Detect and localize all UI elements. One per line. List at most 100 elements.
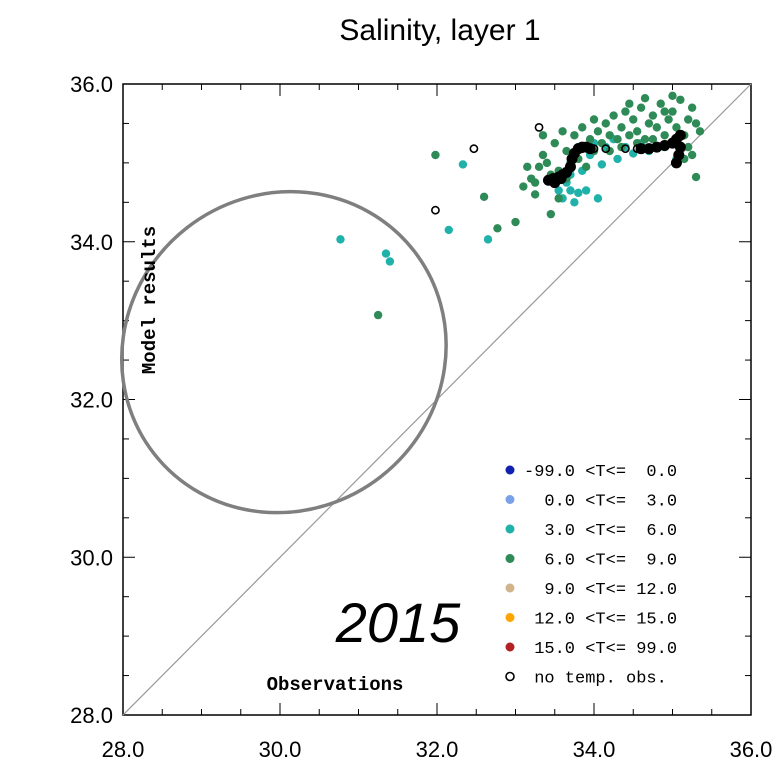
data-point (519, 182, 528, 191)
x-axis-label: Observations (267, 674, 404, 696)
data-point-open (589, 144, 599, 154)
data-point (562, 146, 571, 156)
data-point (648, 111, 658, 120)
data-point (538, 131, 548, 140)
data-point (695, 127, 705, 136)
data-point (530, 178, 540, 187)
data-point (493, 224, 502, 233)
data-point (617, 123, 626, 132)
year-annotation: 2015 (335, 591, 461, 654)
x-tick-label: 36.0 (730, 737, 773, 762)
data-point (664, 115, 673, 124)
data-point (691, 172, 701, 182)
data-point (585, 135, 595, 144)
data-point (625, 131, 634, 140)
data-point (479, 192, 489, 201)
data-point (691, 119, 701, 128)
data-point (530, 190, 540, 199)
data-point (597, 138, 607, 148)
legend-marker (505, 524, 515, 534)
legend-marker (505, 642, 515, 652)
data-point (601, 119, 610, 128)
x-tick-label: 32.0 (416, 737, 459, 762)
data-point (605, 131, 614, 140)
data-point-open (431, 205, 440, 215)
legend-marker (505, 583, 515, 593)
y-tick-label: 28.0 (70, 703, 113, 728)
data-point (458, 160, 468, 169)
y-tick-label: 32.0 (70, 388, 113, 413)
data-point (593, 194, 603, 203)
data-point (660, 131, 669, 140)
data-points (336, 91, 705, 320)
data-point (644, 119, 654, 128)
data-point (589, 115, 599, 124)
data-point (640, 93, 650, 103)
x-tick-label: 28.0 (102, 737, 145, 762)
data-point (570, 131, 579, 140)
overlay-shapes (119, 83, 752, 716)
axis-ticks (122, 83, 752, 716)
data-point (605, 146, 614, 156)
data-point (597, 160, 607, 169)
data-point (431, 150, 440, 160)
data-point-open (601, 144, 611, 154)
data-point (555, 173, 567, 185)
legend-label: 15.0 <T<= 99.0 (524, 640, 677, 659)
data-point (511, 217, 520, 227)
data-point (385, 257, 395, 266)
data-point (538, 150, 548, 160)
legend-label: 12.0 <T<= 15.0 (524, 611, 677, 630)
data-point (656, 99, 665, 108)
legend-marker (505, 495, 515, 504)
data-point (632, 127, 642, 136)
data-point (629, 115, 638, 124)
data-point (648, 135, 658, 144)
data-point (523, 162, 532, 172)
data-point (625, 99, 634, 108)
data-point (550, 138, 559, 148)
legend-label: 9.0 <T<= 12.0 (524, 581, 677, 600)
y-tick-label: 30.0 (70, 545, 113, 570)
data-point (609, 111, 618, 120)
data-point (336, 235, 345, 244)
data-point (672, 123, 681, 132)
y-axis-label: Model results (139, 226, 161, 374)
data-point (660, 107, 669, 116)
legend-marker (505, 613, 515, 622)
data-point-open (577, 144, 587, 154)
legend-label: no temp. obs. (524, 670, 667, 689)
data-point (640, 135, 650, 144)
data-point (581, 162, 591, 172)
y-tick-label: 36.0 (70, 72, 113, 97)
legend-marker (505, 554, 515, 563)
data-point (554, 194, 563, 203)
data-point (578, 123, 587, 132)
legend-label: -99.0 <T<= 0.0 (524, 463, 677, 482)
data-point (613, 135, 622, 144)
data-point (542, 158, 552, 168)
data-point (621, 107, 630, 116)
y-tick-label: 34.0 (70, 230, 113, 255)
legend-marker (505, 465, 515, 475)
data-point (652, 123, 661, 132)
data-point (670, 157, 682, 169)
data-point (676, 95, 685, 104)
data-point (558, 127, 567, 136)
legend-marker-open (505, 671, 515, 682)
data-point (668, 107, 677, 116)
data-point (381, 249, 391, 258)
data-point (636, 103, 646, 112)
data-point (684, 142, 693, 152)
data-point (668, 91, 677, 101)
data-point (373, 310, 383, 320)
data-point-open (621, 144, 630, 154)
data-point (570, 198, 579, 207)
chart-title: Salinity, layer 1 (339, 14, 540, 47)
legend-label: 6.0 <T<= 9.0 (524, 552, 677, 571)
data-point (566, 186, 575, 195)
data-point (444, 225, 453, 235)
data-point (687, 103, 697, 112)
legend-label: 0.0 <T<= 3.0 (524, 493, 677, 512)
